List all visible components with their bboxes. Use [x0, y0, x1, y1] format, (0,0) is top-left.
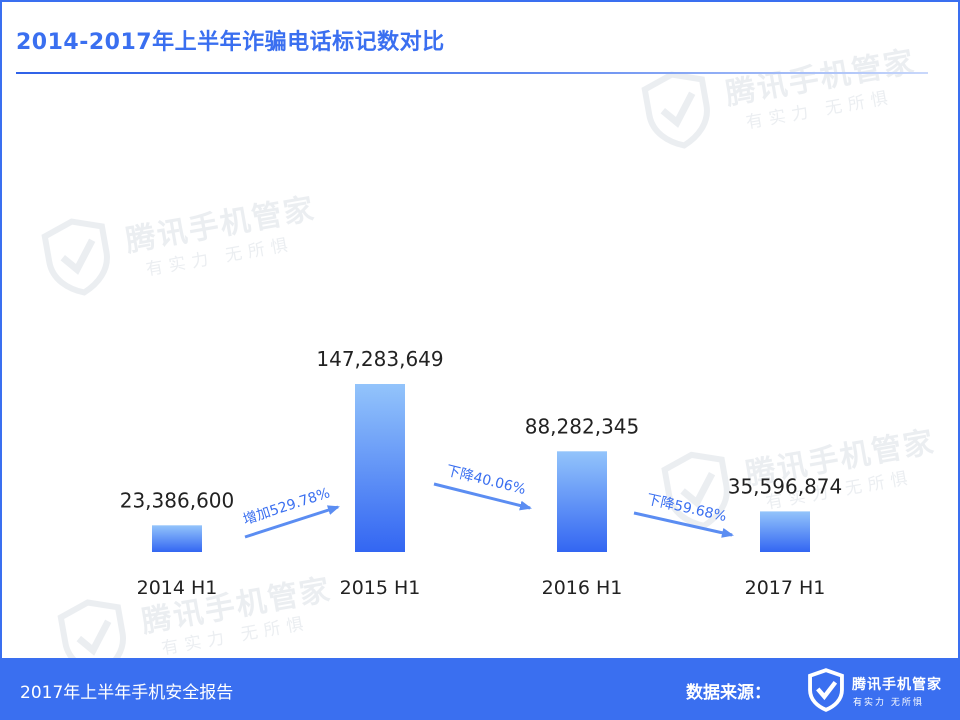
tencent-shield-logo-icon — [808, 668, 844, 712]
data-source-label: 数据来源： — [686, 683, 771, 703]
shield-check-icon — [661, 451, 730, 529]
footer-bar: 2017年上半年手机安全报告 数据来源： 腾讯手机管家 有实力 无所惧 — [2, 658, 958, 718]
brand-slogan: 有实力 无所惧 — [853, 698, 924, 708]
value-label: 147,283,649 — [316, 347, 443, 371]
change-arrow — [633, 511, 734, 538]
change-annotation-label: 下降40.06% — [444, 463, 527, 498]
bar-2017-h1 — [760, 511, 810, 552]
brand-name: 腾讯手机管家 — [852, 677, 942, 693]
bar-2014-h1 — [152, 525, 202, 552]
category-label: 2015 H1 — [340, 577, 421, 599]
value-label: 88,282,345 — [525, 414, 640, 438]
change-arrow — [433, 482, 532, 511]
category-label: 2014 H1 — [137, 577, 218, 599]
value-label: 35,596,874 — [728, 474, 843, 498]
change-annotation-label: 增加529.78% — [241, 485, 332, 528]
value-label: 23,386,600 — [120, 488, 235, 512]
bar-chart: 23,386,600 147,283,649 88,282,345 35,596,87… — [120, 347, 843, 599]
title-divider — [16, 72, 928, 74]
category-label: 2016 H1 — [542, 577, 623, 599]
shield-check-icon — [41, 218, 110, 296]
change-arrow — [244, 505, 340, 539]
shield-check-icon — [641, 71, 710, 149]
watermark: 腾讯手机管家 有实力 无所惧 — [35, 162, 350, 322]
watermark: 腾讯手机管家 有实力 无所惧 — [635, 15, 950, 175]
watermark: 腾讯手机管家 有实力 无所惧 — [655, 399, 950, 556]
change-annotation-label: 下降59.68% — [645, 492, 728, 526]
bar-2015-h1 — [355, 384, 405, 552]
page-title: 2014-2017年上半年诈骗电话标记数对比 — [16, 30, 445, 55]
category-label: 2017 H1 — [745, 577, 826, 599]
report-name: 2017年上半年手机安全报告 — [20, 683, 234, 703]
bar-2016-h1 — [557, 451, 607, 552]
